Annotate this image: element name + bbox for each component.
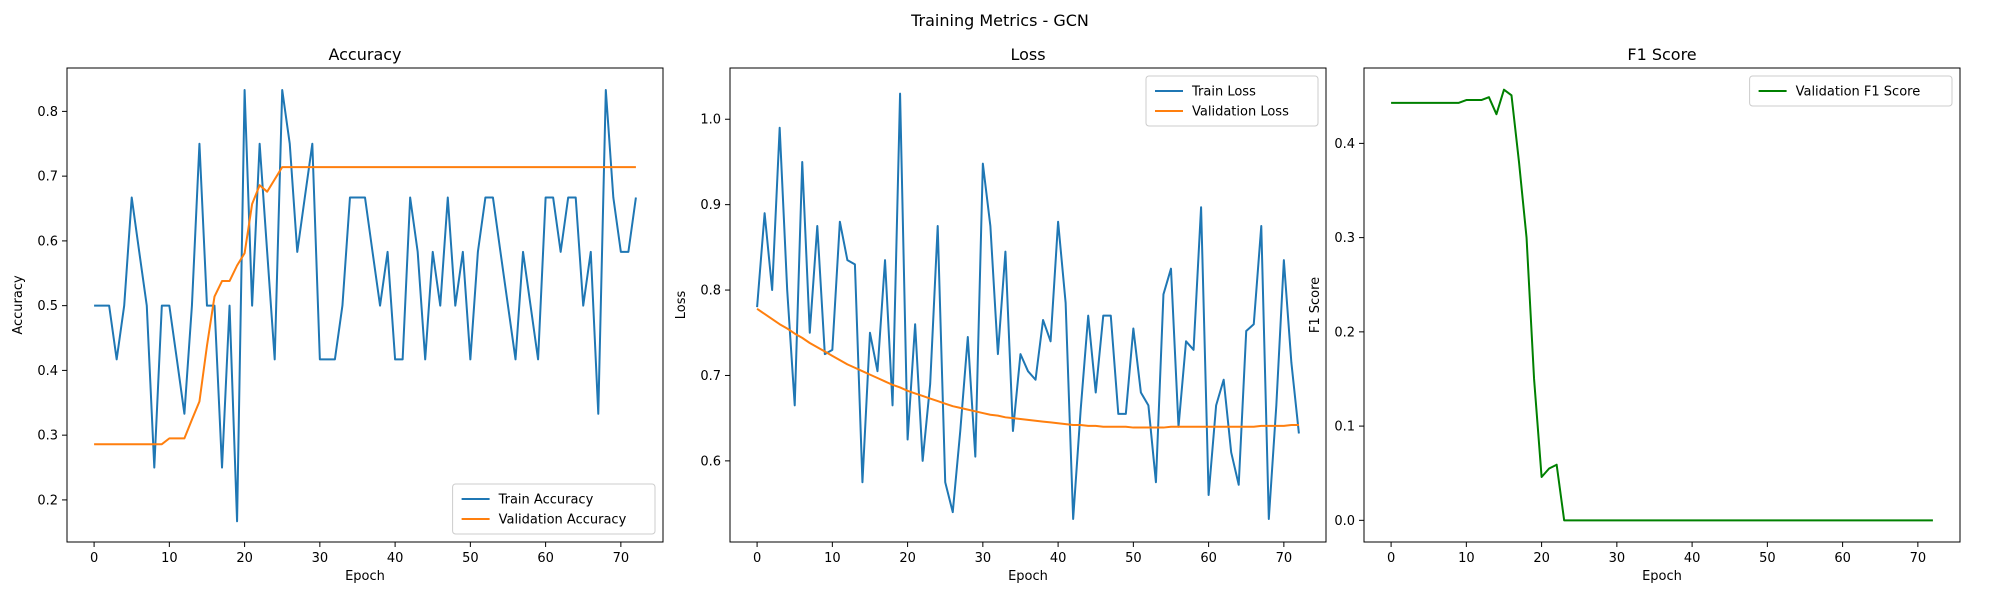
chart-panel-1: Accuracy 0 10 20 30 40 50 60 70 0.2 0.3 0.4 0.5 0.6 0.…: [11, 45, 664, 584]
legend-entry: Validation F1 Score: [1796, 85, 1921, 100]
x-tick-label: 10: [824, 551, 841, 566]
x-tick-label: 30: [312, 551, 329, 566]
x-axis-label: Epoch: [345, 569, 385, 584]
x-axis-label: Epoch: [1008, 569, 1048, 584]
x-tick-label: 20: [899, 551, 916, 566]
y-tick-label: 1.0: [700, 113, 721, 128]
y-tick-label: 0.5: [37, 299, 58, 314]
x-tick-label: 60: [537, 551, 554, 566]
x-tick-label: 20: [236, 551, 253, 566]
y-tick-label: 0.2: [1334, 325, 1355, 340]
x-tick-label: 0: [90, 551, 98, 566]
y-tick-label: 0.2: [37, 493, 58, 508]
x-tick-label: 20: [1533, 551, 1550, 566]
x-tick-label: 70: [1276, 551, 1293, 566]
legend-entry: Validation Loss: [1192, 105, 1289, 120]
x-tick-label: 40: [387, 551, 404, 566]
legend-box: [1749, 75, 1953, 107]
series-line-2: [94, 166, 636, 446]
y-tick-label: 0.8: [700, 284, 721, 299]
series-line-1: [756, 92, 1300, 520]
y-tick-label: 0.3: [37, 429, 58, 444]
x-tick-label: 10: [1458, 551, 1475, 566]
legend-entry: Train Accuracy: [498, 493, 594, 508]
y-tick-label: 0.6: [700, 454, 721, 469]
x-tick-label: 40: [1050, 551, 1067, 566]
x-tick-label: 0: [753, 551, 761, 566]
legend: Train Loss Validation Loss: [1145, 75, 1319, 127]
x-tick-label: 70: [1910, 551, 1927, 566]
series-line-1: [94, 89, 637, 523]
figure-title: Training Metrics - GCN: [910, 11, 1089, 30]
legend-box: [1145, 75, 1319, 127]
x-tick-label: 60: [1834, 551, 1851, 566]
y-tick-label: 0.4: [1334, 137, 1355, 152]
chart-panel-2: Loss 0 10 20 30 40 50 60 70 0.6 0.7 0.8 0.9 1.0 Epoch L…: [674, 45, 1327, 584]
x-axis-label: Epoch: [1642, 569, 1682, 584]
x-tick-label: 50: [1759, 551, 1776, 566]
y-tick-label: 0.1: [1334, 420, 1355, 435]
y-tick-label: 0.9: [700, 198, 721, 213]
x-tick-label: 0: [1387, 551, 1395, 566]
x-tick-label: 70: [613, 551, 630, 566]
legend-box: [452, 483, 656, 535]
legend: Validation F1 Score: [1749, 75, 1953, 107]
x-tick-label: 30: [975, 551, 992, 566]
series-line-2: [756, 308, 1299, 429]
panel-title: Loss: [1010, 45, 1045, 64]
series-line-1: [1391, 88, 1933, 522]
y-tick-label: 0.7: [700, 369, 721, 384]
x-tick-label: 50: [462, 551, 479, 566]
y-axis-label: Accuracy: [11, 275, 26, 335]
y-tick-label: 0.6: [37, 234, 58, 249]
y-tick-label: 0.4: [37, 364, 58, 379]
plot-frame: [729, 67, 1327, 543]
panel-title: Accuracy: [328, 45, 401, 64]
x-tick-label: 30: [1609, 551, 1626, 566]
y-tick-label: 0.8: [37, 105, 58, 120]
x-tick-label: 50: [1125, 551, 1142, 566]
legend-entry: Train Loss: [1191, 85, 1256, 100]
plot-frame: [1363, 67, 1961, 543]
panels: Accuracy 0 10 20 30 40 50 60 70 0.2 0.3 0.4 0.5 0.6 0.…: [11, 45, 1961, 584]
x-tick-label: 40: [1684, 551, 1701, 566]
y-tick-label: 0.0: [1334, 514, 1355, 529]
panel-title: F1 Score: [1627, 45, 1696, 64]
chart-panel-3: F1 Score 0 10 20 30 40 50 60 70 0.0 0.1 0.2 0.3 0.4 Ep…: [1308, 45, 1961, 584]
y-axis-label: Loss: [674, 291, 689, 320]
legend-entry: Validation Accuracy: [499, 513, 627, 528]
x-tick-label: 60: [1200, 551, 1217, 566]
plot-frame: [66, 67, 664, 543]
y-tick-label: 0.3: [1334, 231, 1355, 246]
x-tick-label: 10: [161, 551, 178, 566]
legend: Train Accuracy Validation Accuracy: [452, 483, 656, 535]
y-axis-label: F1 Score: [1308, 277, 1323, 333]
y-tick-label: 0.7: [37, 170, 58, 185]
